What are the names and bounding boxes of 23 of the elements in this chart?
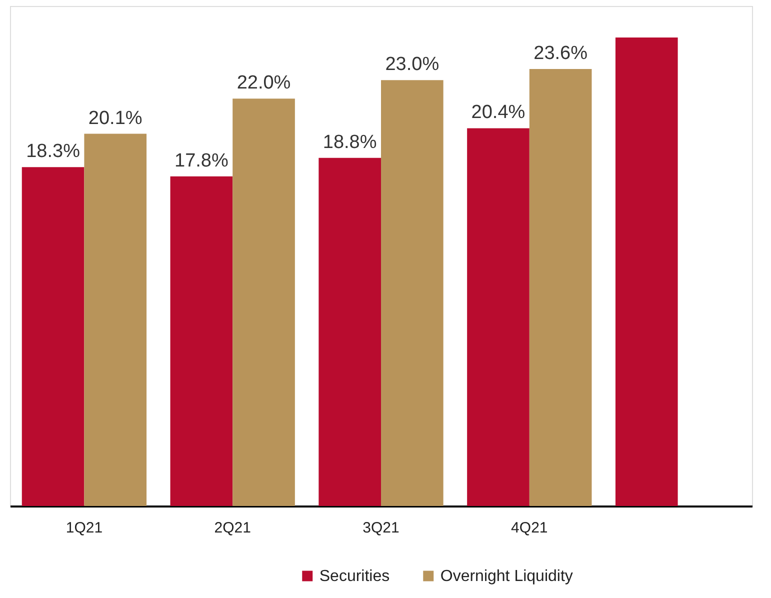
bar — [318, 158, 381, 506]
data-label: 20.4% — [471, 102, 526, 124]
x-tick-label: 3Q21 — [362, 520, 400, 536]
data-label: 23.6% — [534, 42, 588, 64]
x-tick-label: 4Q21 — [511, 520, 548, 536]
bar — [84, 134, 147, 506]
bar — [170, 176, 233, 506]
x-tick-label: 1Q21 — [66, 520, 103, 536]
bar — [381, 80, 444, 506]
legend-label: Securities — [319, 568, 390, 585]
data-label: 18.8% — [322, 132, 377, 153]
bar — [467, 128, 530, 506]
data-label: 23.0% — [385, 54, 440, 76]
bar — [529, 68, 592, 506]
bar — [232, 98, 295, 506]
data-label: 18.3% — [26, 141, 80, 162]
data-label: 20.1% — [88, 108, 142, 129]
legend-label: Overnight Liquidity — [440, 568, 573, 585]
data-label: 17.8% — [174, 150, 228, 172]
x-tick-label: 2Q21 — [214, 520, 251, 536]
data-label: 22.0% — [236, 72, 291, 94]
bar — [615, 37, 678, 506]
bar — [22, 167, 84, 506]
